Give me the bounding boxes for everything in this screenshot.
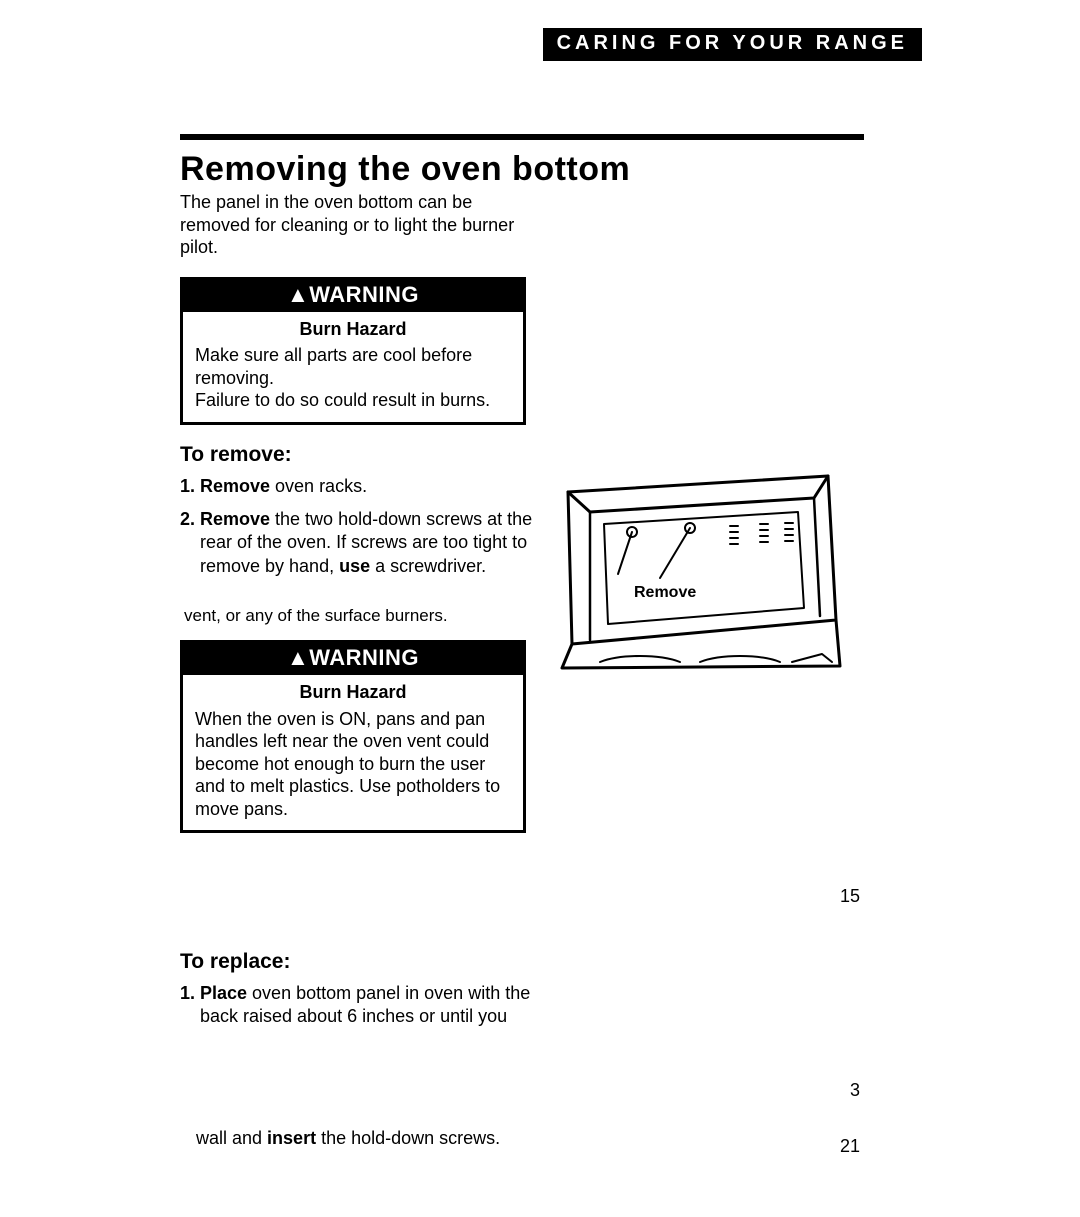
warning-header-1: ▲WARNING [183,280,523,312]
warning-hazard-2: Burn Hazard [195,681,511,704]
figure-remove-label: Remove [634,584,696,602]
vent-fragment-text: vent, or any of the surface burners. [184,606,524,626]
footer-bold: insert [267,1128,316,1148]
side-number-15: 15 [840,886,860,907]
warning-box-1: ▲WARNING Burn Hazard Make sure all parts… [180,277,526,425]
replace-step1-bold: Place [200,983,247,1003]
step2-bold1: Remove [200,509,270,529]
warning-hazard-1: Burn Hazard [195,318,511,341]
remove-step-1: Remove oven racks. [200,475,540,498]
footer-post: the hold-down screws. [316,1128,500,1148]
step1-rest: oven racks. [270,476,367,496]
step2-bold2: use [339,556,370,576]
page-title: Removing the oven bottom [180,150,880,189]
oven-bottom-illustration: Remove [560,468,844,688]
warning-body-1: Burn Hazard Make sure all parts are cool… [183,312,523,422]
intro-paragraph: The panel in the oven bottom can be remo… [180,191,520,259]
to-replace-steps: Place oven bottom panel in oven with the… [180,982,540,1029]
replace-step-1: Place oven bottom panel in oven with the… [200,982,540,1029]
footer-pre: wall and [196,1128,267,1148]
to-replace-section: To replace: Place oven bottom panel in o… [180,942,540,1043]
page-number: 21 [840,1136,860,1157]
remove-step-2: Remove the two hold-down screws at the r… [200,508,540,578]
replace-step1-rest: oven bottom panel in oven with the back … [200,983,530,1026]
warning-line1: Make sure all parts are cool before remo… [195,344,511,389]
warning-header-2: ▲WARNING [183,643,523,675]
to-remove-heading: To remove: [180,443,880,467]
to-replace-heading: To replace: [180,950,540,974]
top-divider [180,134,864,140]
warning-line2: Failure to do so could result in burns. [195,389,511,412]
warning-body-2: Burn Hazard When the oven is ON, pans an… [183,675,523,830]
warning2-body-text: When the oven is ON, pans and pan handle… [195,708,511,821]
step2-end: a screwdriver. [370,556,486,576]
warning-box-2: ▲WARNING Burn Hazard When the oven is ON… [180,640,526,833]
section-header-bar: CARING FOR YOUR RANGE [543,28,922,61]
manual-page: CARING FOR YOUR RANGE Removing the oven … [0,0,1080,1217]
footer-fragment: wall and insert the hold-down screws. [196,1128,500,1149]
side-number-3: 3 [850,1080,860,1101]
to-remove-steps: Remove oven racks. Remove the two hold-d… [180,475,540,579]
step1-bold: Remove [200,476,270,496]
